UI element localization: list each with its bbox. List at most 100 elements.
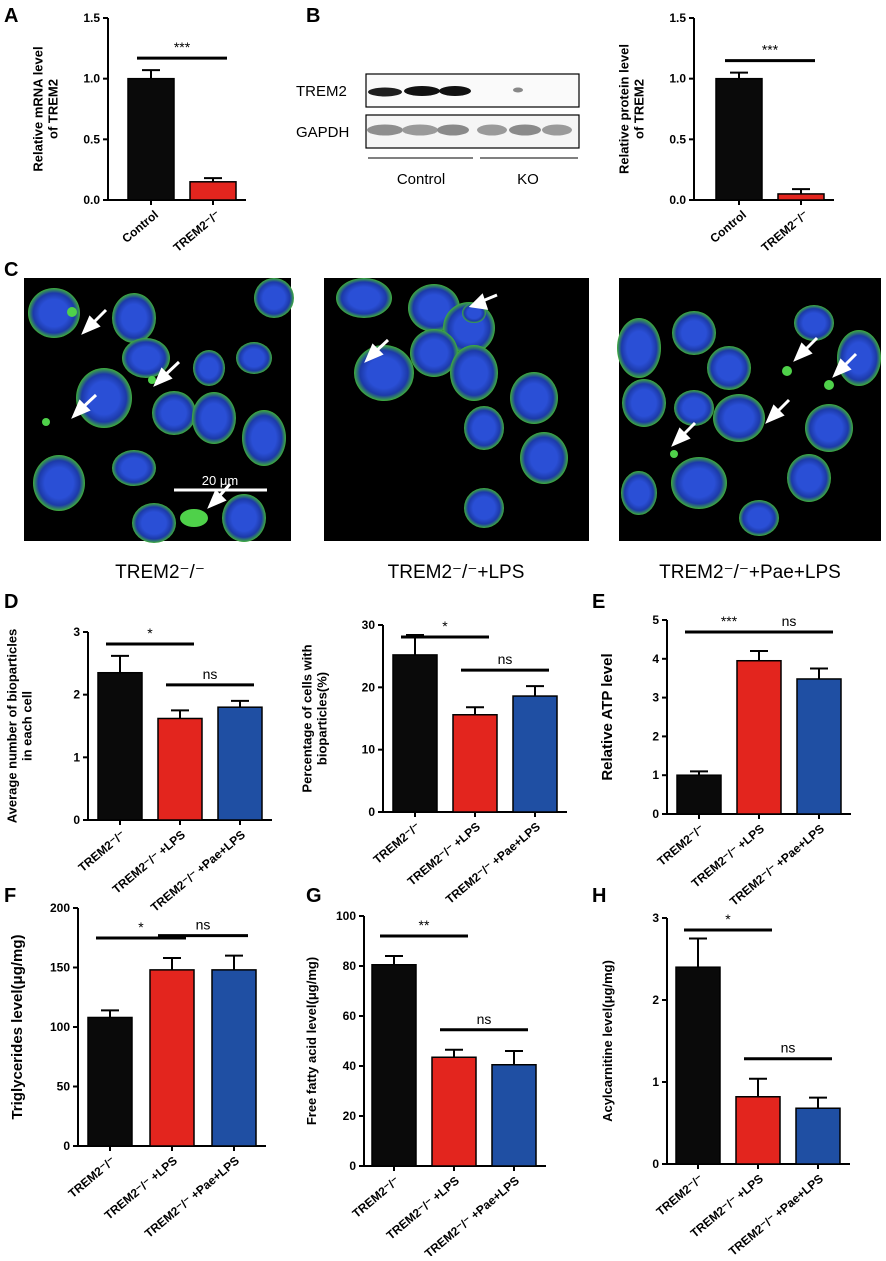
category-label: Control [119,208,161,246]
blot-group-label-control: Control [397,171,445,188]
category-label: TREM2⁻/⁻ [655,822,707,869]
significance-label: * [138,919,144,935]
y-tick-label: 0 [368,805,375,819]
bar [736,659,782,815]
blot-band [368,87,402,97]
y-tick-label: 0.0 [83,193,100,207]
blot-band [367,124,403,136]
y-tick-label: 80 [343,959,357,973]
bar [392,654,438,813]
bar [217,706,263,821]
blot-band [402,124,438,136]
scale-bar-label: 20 μm [202,473,238,488]
arrow-icon [364,293,498,363]
y-tick-label: 0.5 [669,132,686,146]
chart-panel-b: 0.0 0.5 1.0 1.5 Control TREM2⁻/⁻ *** Relative p… [617,11,834,255]
blot-strip-trem2 [365,73,580,108]
bar [189,181,237,201]
y-tick-label: 200 [50,901,70,915]
panel-letter-h: H [592,885,606,907]
category-label: TREM2⁻/⁻ [66,1154,118,1201]
panel-letter-a: A [4,5,18,27]
bar [452,714,498,813]
significance-label: * [442,618,448,634]
category-label: TREM2⁻/⁻ [759,208,811,255]
bar [735,1096,781,1165]
y-tick-label: 100 [336,909,356,923]
y-tick-label: 0 [73,813,80,827]
y-tick-label: 2 [652,993,659,1007]
y-axis-title: Relative protein level [617,44,632,174]
blot-bands-gapdh [367,124,572,136]
y-tick-label: 50 [57,1080,71,1094]
y-axis-title: Relative mRNA level [31,46,46,171]
significance-label: ns [782,613,797,629]
category-label: TREM2⁻/⁻ [654,1172,706,1219]
blot-band [542,124,572,136]
panel-letter-d: D [4,591,18,613]
bar [491,1064,537,1167]
panel-letter-f: F [4,885,16,907]
bar [371,964,417,1167]
bar [157,717,203,821]
blot-group-label-ko: KO [517,171,539,188]
y-tick-label: 30 [362,618,376,632]
y-tick-label: 1 [73,750,80,764]
western-blot: TREM2 GAPDH Control KO [296,73,580,188]
panel-letter-e: E [592,591,605,613]
y-tick-label: 1.5 [83,11,100,25]
bar [795,1107,841,1165]
significance-label: *** [721,613,738,629]
y-tick-label: 3 [652,691,659,705]
arrow-icon [671,336,858,447]
y-axis-title: of TREM2 [46,79,61,139]
significance-label: *** [762,42,779,58]
blot-row-label-trem2: TREM2 [296,83,347,100]
y-tick-label: 4 [652,652,659,666]
y-tick-label: 1.0 [83,72,100,86]
blot-row-label-gapdh: GAPDH [296,124,349,141]
category-label: TREM2⁻/⁻ [371,820,423,867]
y-tick-label: 5 [652,613,659,627]
bar [127,77,175,201]
blot-band [513,87,523,93]
bar [675,966,721,1165]
blot-band [477,124,507,136]
y-axis-title: in each cell [20,691,35,761]
y-tick-label: 0 [652,1157,659,1171]
y-tick-label: 2 [652,729,659,743]
blot-band [437,124,469,136]
y-axis-title: Free fatty acid level(μg/mg) [304,957,319,1125]
panel-letter-c: C [4,259,18,281]
significance-label: ** [419,917,430,933]
significance-label: * [725,911,731,927]
bar [149,969,195,1147]
y-axis-title: Average number of bioparticles [5,629,20,824]
y-tick-label: 3 [652,911,659,925]
micro-panel-2 [324,278,589,541]
y-tick-label: 0.5 [83,132,100,146]
y-tick-label: 60 [343,1009,357,1023]
y-tick-label: 3 [73,625,80,639]
micro-caption-1: TREM2⁻/⁻ [115,562,205,583]
y-tick-label: 0 [63,1139,70,1153]
blot-band [509,124,541,136]
category-label: TREM2⁻/⁻ [350,1174,402,1221]
y-tick-label: 40 [343,1059,357,1073]
y-axis-title: Acylcarnitine level(μg/mg) [600,960,615,1122]
bar [676,774,722,815]
y-tick-label: 1 [652,1075,659,1089]
y-axis-title: bioparticles(%) [315,672,330,765]
significance-label: ns [498,651,513,667]
bar [796,678,842,815]
bar [715,77,763,201]
category-label: Control [707,208,749,246]
bar [431,1056,477,1167]
